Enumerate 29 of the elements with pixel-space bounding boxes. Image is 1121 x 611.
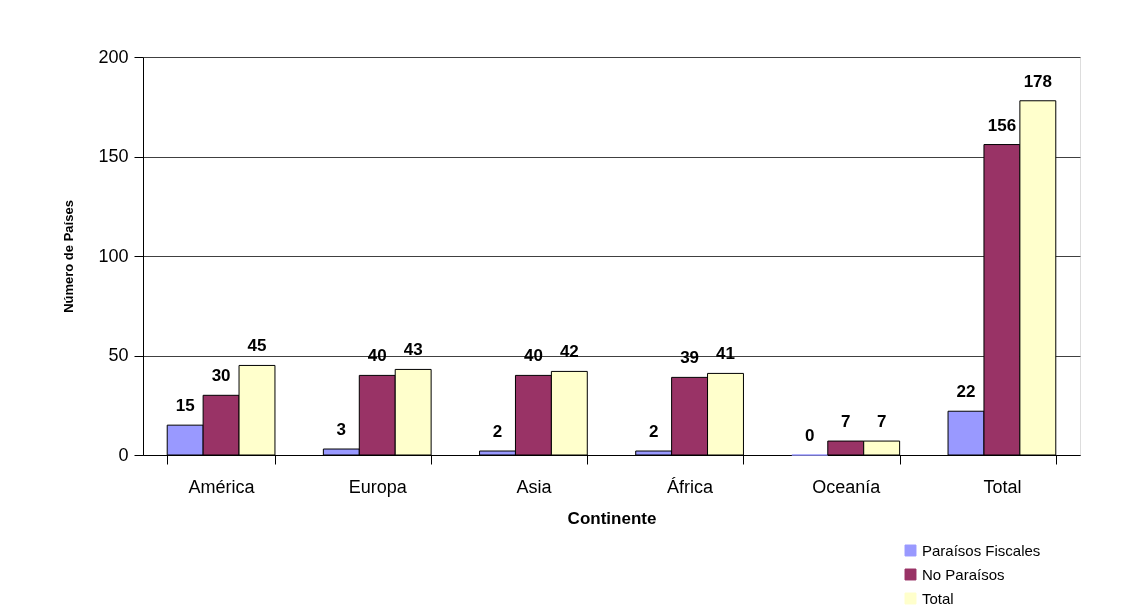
data-label: 3 [336,420,347,440]
legend-label: No Paraísos [922,565,1005,583]
x-axis-title: Continente [567,508,657,528]
y-tick-label: 0 [118,444,129,465]
y-tick-label: 100 [98,245,129,266]
x-tick-label: África [667,476,715,497]
x-tick-label: Europa [348,476,408,497]
legend-label: Paraísos Fiscales [922,541,1041,559]
x-tick-label: Oceanía [812,476,882,497]
data-label: 178 [1023,71,1053,91]
legend-label: Total [922,589,954,607]
data-label: 2 [492,422,503,442]
data-label: 15 [175,396,195,416]
y-tick-label: 150 [98,146,129,166]
y-tick-label: 50 [108,345,129,365]
y-axis-title: Número de Países [61,200,77,313]
x-tick-label: Asia [516,476,553,497]
data-label: 30 [211,366,231,386]
data-label: 7 [876,412,887,432]
data-label: 0 [805,426,815,445]
data-label: 43 [403,340,423,360]
data-label: 45 [247,336,267,356]
y-tick-label: 200 [98,46,129,67]
data-label: 22 [956,382,976,402]
x-tick-label: Total [983,476,1022,497]
data-label: 7 [841,412,851,432]
data-label: 156 [987,115,1017,135]
data-label: 2 [648,422,659,442]
x-tick-label: América [188,476,256,497]
